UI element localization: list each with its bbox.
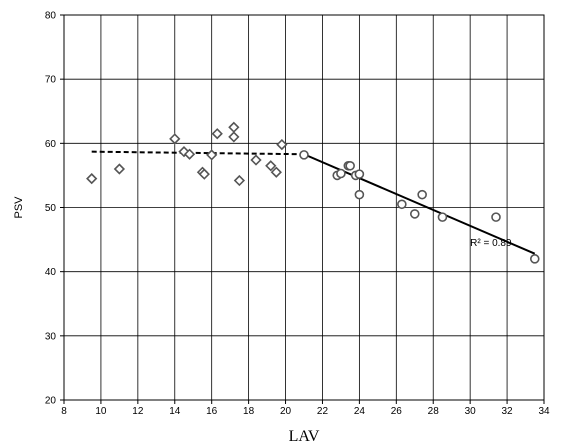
x-tick-label: 14: [169, 406, 181, 417]
diamond-point: [183, 148, 196, 160]
x-tick-label: 18: [243, 406, 255, 417]
circle-point: [491, 212, 501, 222]
circle-point: [529, 254, 540, 264]
circle-point: [437, 212, 448, 222]
x-tick-label: 32: [502, 406, 514, 417]
diamond-point: [86, 172, 98, 185]
trendline-dashed: [91, 150, 305, 156]
y-tick-label: 40: [45, 267, 57, 278]
x-tick-label: 24: [354, 406, 366, 417]
y-tick-label: 20: [45, 396, 57, 407]
circle-point: [354, 189, 365, 200]
diamond-point: [276, 138, 288, 151]
diamond-point: [113, 163, 126, 175]
x-tick-label: 22: [317, 406, 329, 417]
circle-point: [417, 189, 427, 200]
x-tick-label: 20: [280, 406, 292, 417]
data-points: [86, 121, 540, 264]
diamond-point: [233, 174, 246, 187]
diamond-point: [198, 168, 210, 180]
x-tick-label: 16: [206, 406, 218, 417]
x-tick-label: 12: [132, 406, 144, 417]
x-tick-label: 34: [538, 406, 550, 417]
axes: [60, 14, 545, 404]
y-tick-label: 70: [45, 75, 57, 86]
trend-lines: [91, 150, 536, 255]
y-tick-label: 80: [45, 11, 57, 22]
y-tick-label: 30: [45, 331, 57, 342]
circle-point: [397, 199, 407, 210]
circle-point: [336, 168, 346, 179]
circle-point: [409, 209, 420, 219]
y-axis-label: PSV: [13, 196, 25, 219]
circle-point: [299, 150, 309, 160]
y-tick-label: 60: [45, 139, 57, 150]
y-tick-labels: 20 30 40 50 60 70 80: [45, 11, 57, 407]
x-tick-label: 10: [95, 406, 107, 417]
diamond-point: [265, 160, 277, 172]
x-tick-label: 30: [465, 406, 477, 417]
y-tick-label: 50: [45, 203, 57, 214]
diamond-point: [211, 128, 223, 140]
x-axis-label: LAV: [289, 428, 320, 445]
diamond-point: [250, 154, 262, 166]
diamond-point: [169, 133, 181, 145]
diamond-point: [228, 131, 240, 143]
r-squared-annotation: R² = 0.89: [470, 238, 512, 249]
grid-lines: [63, 14, 545, 401]
x-tick-label: 28: [428, 406, 440, 417]
diamond-point: [206, 149, 218, 161]
x-tick-label: 26: [391, 406, 403, 417]
circle-point: [345, 160, 355, 171]
x-tick-label: 8: [61, 406, 67, 417]
x-tick-labels: 8 10 12 14 16 18 20 22 24 26 28 30 32 34: [61, 406, 550, 417]
circle-point: [354, 169, 365, 179]
diamond-point: [270, 166, 282, 178]
diamond-point: [228, 121, 240, 133]
